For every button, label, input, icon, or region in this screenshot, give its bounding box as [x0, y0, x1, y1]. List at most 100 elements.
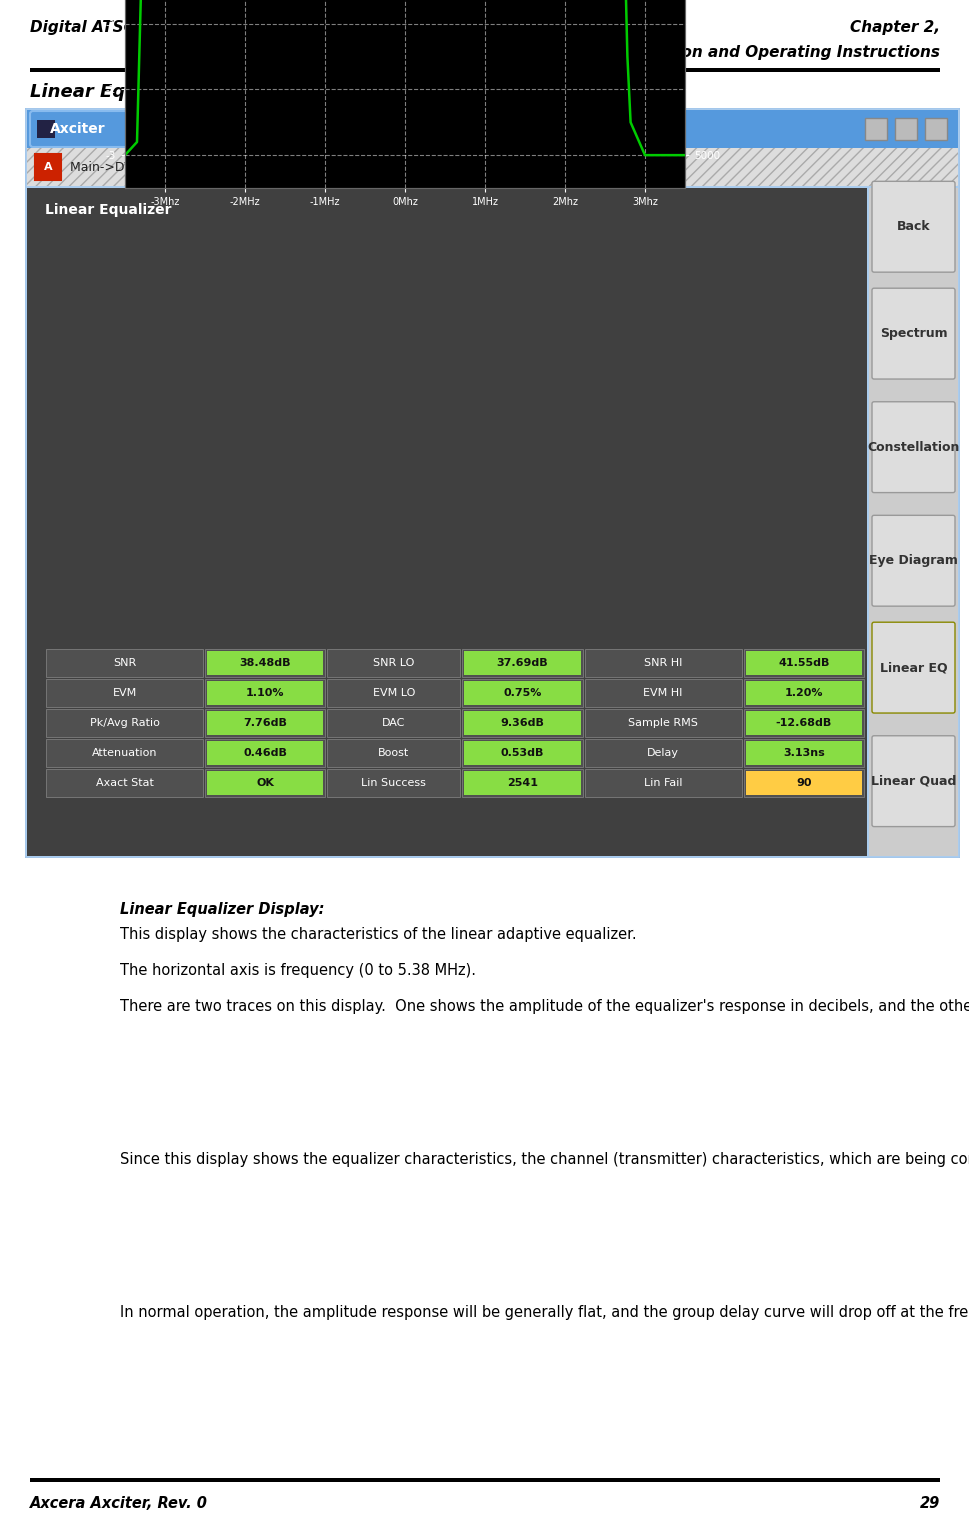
Text: Axciter: Axciter: [50, 122, 106, 135]
Text: Pk/Avg Ratio: Pk/Avg Ratio: [89, 718, 159, 728]
FancyBboxPatch shape: [871, 181, 954, 272]
Bar: [204, 679, 326, 708]
Text: In normal operation, the amplitude response will be generally flat, and the grou: In normal operation, the amplitude respo…: [120, 1306, 969, 1320]
Text: DAC: DAC: [382, 718, 405, 728]
Bar: [584, 709, 741, 737]
Bar: [328, 679, 459, 708]
Bar: [894, 119, 916, 140]
Text: 7.76dB: 7.76dB: [243, 718, 287, 728]
Text: EVM: EVM: [112, 688, 137, 699]
Text: 0.75%: 0.75%: [503, 688, 541, 699]
Bar: [461, 740, 582, 767]
Text: Chapter 2,: Chapter 2,: [849, 20, 939, 35]
Bar: [207, 741, 323, 766]
Bar: [461, 679, 582, 708]
Bar: [46, 648, 203, 677]
FancyBboxPatch shape: [23, 107, 961, 860]
Text: 0.46dB: 0.46dB: [243, 747, 287, 758]
Text: Since this display shows the equalizer characteristics, the channel (transmitter: Since this display shows the equalizer c…: [120, 1152, 969, 1167]
Bar: [868, 189, 957, 855]
Bar: [743, 709, 863, 737]
Bar: [204, 740, 326, 767]
Bar: [463, 680, 579, 705]
Text: EVM LO: EVM LO: [372, 688, 415, 699]
Text: This display shows the characteristics of the linear adaptive equalizer.: This display shows the characteristics o…: [120, 927, 636, 942]
Bar: [584, 769, 741, 798]
Text: 41.55dB: 41.55dB: [777, 658, 828, 668]
Text: Sample RMS: Sample RMS: [628, 718, 698, 728]
Bar: [46, 769, 203, 798]
Text: 1.10%: 1.10%: [246, 688, 284, 699]
Bar: [743, 648, 863, 677]
Bar: [46, 740, 203, 767]
FancyBboxPatch shape: [871, 622, 954, 712]
Text: The horizontal axis is frequency (0 to 5.38 MHz).: The horizontal axis is frequency (0 to 5…: [120, 963, 476, 979]
FancyBboxPatch shape: [30, 111, 256, 148]
Text: Delay: Delay: [646, 747, 678, 758]
Text: A: A: [44, 161, 52, 172]
FancyBboxPatch shape: [871, 288, 954, 379]
Bar: [461, 648, 582, 677]
Text: 1.20%: 1.20%: [784, 688, 823, 699]
Bar: [463, 711, 579, 735]
Text: Back: Back: [895, 221, 929, 233]
Bar: [204, 709, 326, 737]
Text: Spectrum: Spectrum: [879, 327, 947, 339]
Text: Installation and Operating Instructions: Installation and Operating Instructions: [605, 46, 939, 59]
Bar: [584, 648, 741, 677]
Bar: [745, 711, 861, 735]
Text: Constellation: Constellation: [866, 441, 958, 454]
Bar: [743, 679, 863, 708]
FancyBboxPatch shape: [871, 735, 954, 826]
FancyBboxPatch shape: [871, 516, 954, 606]
Bar: [745, 680, 861, 705]
Bar: [27, 189, 866, 855]
Text: Linear Equalizer Display:: Linear Equalizer Display:: [120, 903, 325, 918]
Text: SNR HI: SNR HI: [643, 658, 681, 668]
Text: 9.36dB: 9.36dB: [500, 718, 544, 728]
Bar: [463, 772, 579, 794]
Bar: [328, 769, 459, 798]
Text: Attenuation: Attenuation: [92, 747, 157, 758]
Bar: [207, 680, 323, 705]
Text: 2541: 2541: [506, 778, 537, 788]
Text: Boost: Boost: [378, 747, 409, 758]
Text: EVM HI: EVM HI: [642, 688, 682, 699]
Text: Main->DTVision Linear->Linear Equalizer: Main->DTVision Linear->Linear Equalizer: [70, 160, 328, 174]
FancyBboxPatch shape: [871, 402, 954, 493]
Text: Lin Fail: Lin Fail: [643, 778, 681, 788]
Text: Linear Equalizer: Linear Equalizer: [45, 202, 172, 218]
Bar: [743, 769, 863, 798]
Bar: [924, 119, 946, 140]
Bar: [461, 709, 582, 737]
Bar: [864, 119, 886, 140]
Bar: [584, 679, 741, 708]
Bar: [461, 769, 582, 798]
Bar: [745, 741, 861, 766]
Bar: [328, 740, 459, 767]
Text: SNR LO: SNR LO: [373, 658, 414, 668]
Text: SNR: SNR: [112, 658, 136, 668]
Bar: [463, 741, 579, 766]
Text: Linear Quad: Linear Quad: [870, 775, 955, 788]
Bar: [204, 648, 326, 677]
Bar: [46, 709, 203, 737]
Text: Digital ATSC Exciter-Modulator System: Digital ATSC Exciter-Modulator System: [30, 20, 362, 35]
Text: OK: OK: [256, 778, 274, 788]
Text: 29: 29: [919, 1496, 939, 1510]
Bar: [204, 769, 326, 798]
Text: Eye Diagram: Eye Diagram: [868, 554, 957, 568]
Bar: [207, 772, 323, 794]
Bar: [27, 148, 957, 186]
Text: Linear Equalizer Graph: Linear Equalizer Graph: [30, 84, 262, 100]
Bar: [584, 740, 741, 767]
Bar: [745, 772, 861, 794]
Bar: [328, 648, 459, 677]
Bar: [745, 651, 861, 674]
Bar: [743, 740, 863, 767]
Text: Axact Stat: Axact Stat: [96, 778, 153, 788]
Bar: [207, 651, 323, 674]
Text: 37.69dB: 37.69dB: [496, 658, 547, 668]
Text: 90: 90: [796, 778, 811, 788]
Text: 0.53dB: 0.53dB: [500, 747, 544, 758]
